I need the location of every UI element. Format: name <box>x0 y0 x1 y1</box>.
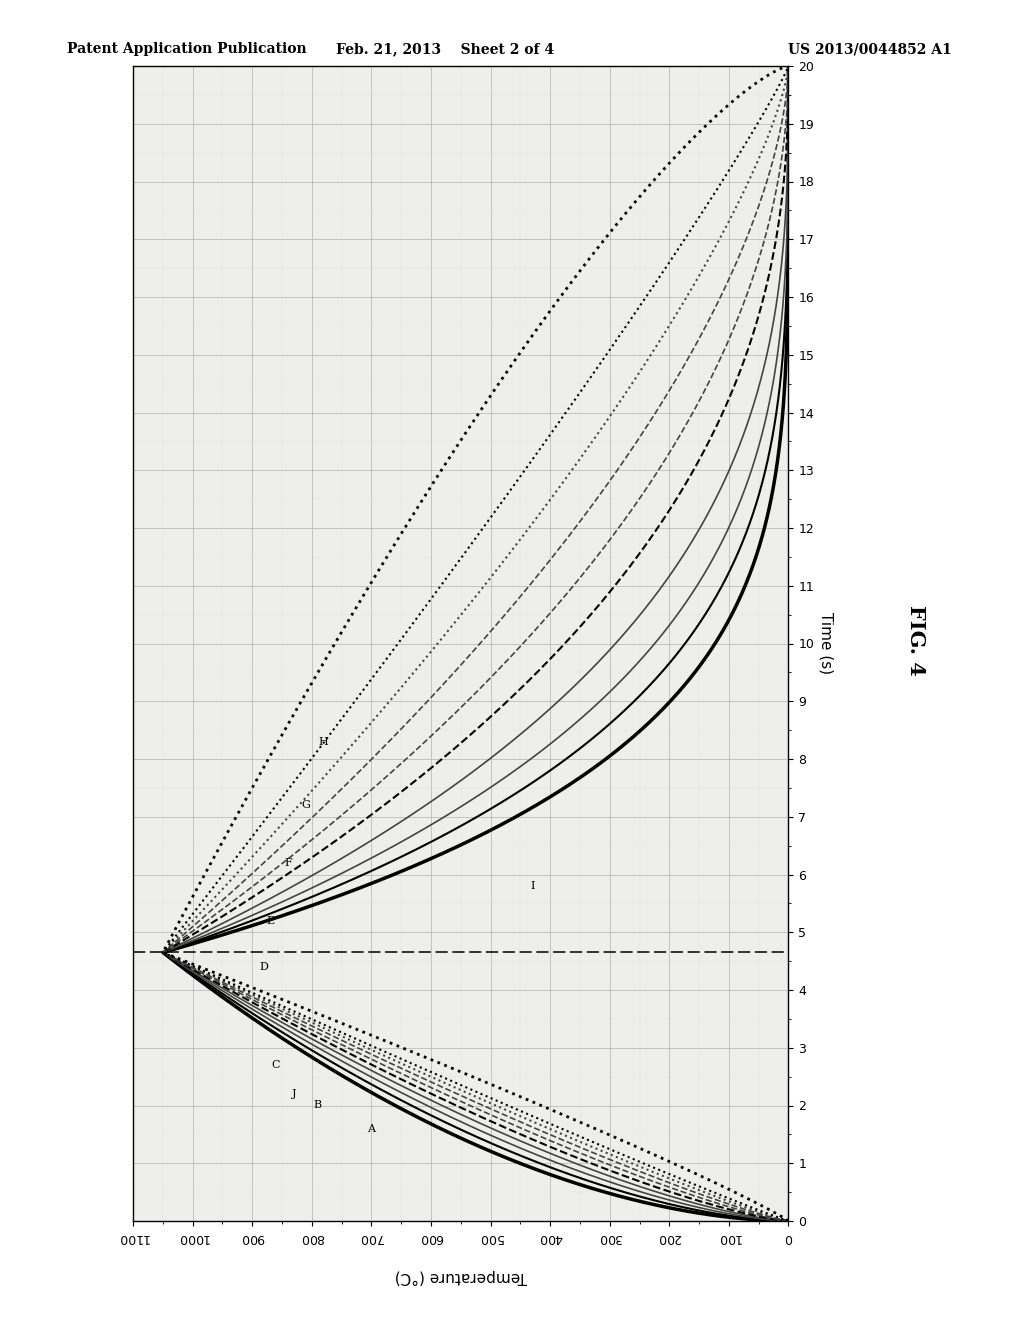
Text: H: H <box>318 737 329 747</box>
Text: B: B <box>313 1101 322 1110</box>
Text: J: J <box>292 1089 296 1100</box>
Text: Feb. 21, 2013    Sheet 2 of 4: Feb. 21, 2013 Sheet 2 of 4 <box>336 42 555 57</box>
Text: Patent Application Publication: Patent Application Publication <box>67 42 306 57</box>
Text: E: E <box>266 916 274 925</box>
X-axis label: Temperature (°C): Temperature (°C) <box>394 1269 527 1284</box>
Text: FIG. 4: FIG. 4 <box>906 605 927 676</box>
Text: D: D <box>260 962 268 972</box>
Text: I: I <box>530 880 535 891</box>
Text: US 2013/0044852 A1: US 2013/0044852 A1 <box>788 42 952 57</box>
Y-axis label: Time (s): Time (s) <box>818 612 834 675</box>
Text: F: F <box>284 858 292 869</box>
Text: A: A <box>368 1123 376 1134</box>
Text: G: G <box>301 800 310 810</box>
Text: C: C <box>271 1060 281 1071</box>
